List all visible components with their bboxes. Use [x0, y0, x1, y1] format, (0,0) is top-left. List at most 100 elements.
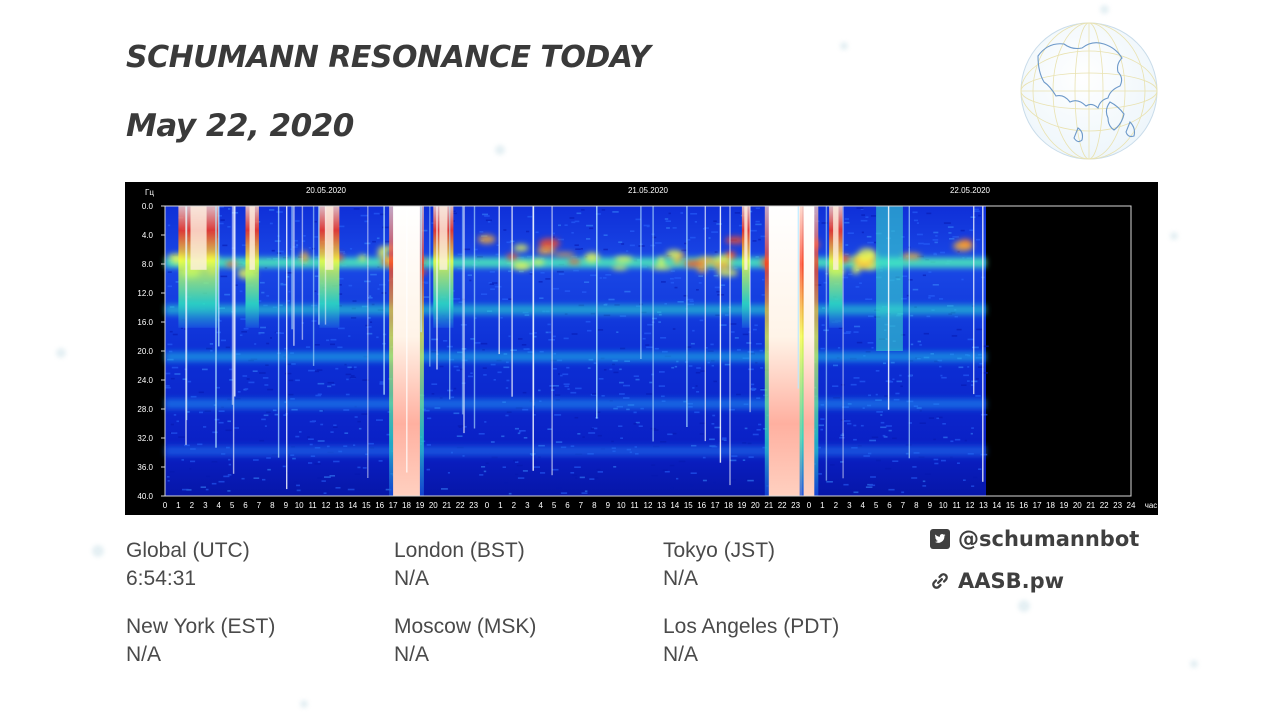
noise-speck [505, 387, 509, 389]
noise-speck [264, 384, 269, 386]
background-dot [1018, 600, 1030, 612]
noise-speck [612, 363, 615, 366]
noise-speck [317, 440, 325, 442]
x-tick-label: 5 [874, 501, 879, 510]
resonance-band [165, 304, 987, 315]
noise-speck [923, 243, 930, 245]
noise-speck [503, 366, 510, 369]
noise-speck [227, 474, 232, 476]
x-tick-label: 19 [1059, 501, 1068, 510]
y-tick-label: 28.0 [137, 405, 153, 414]
noise-speck [314, 256, 320, 258]
noise-speck [638, 425, 643, 427]
noise-speck [747, 442, 752, 445]
twitter-handle[interactable]: @schumannbot [930, 527, 1139, 551]
noise-speck [335, 367, 339, 370]
noise-speck [422, 408, 426, 411]
noise-speck [317, 461, 321, 463]
noise-speck [474, 317, 477, 319]
noise-speck [957, 250, 960, 253]
spectrogram-chart: 0.0 4.0 8.0 12.0 16.0 20.0 24.0 28.0 32.0 36.0 40.… [125, 182, 1158, 515]
noise-speck [729, 408, 735, 411]
noise-speck [954, 438, 961, 441]
noise-speck [210, 349, 213, 352]
noise-speck [751, 387, 755, 390]
noise-speck [172, 333, 178, 336]
noise-speck [866, 235, 872, 238]
website-link[interactable]: AASB.pw [930, 569, 1064, 593]
noise-speck [597, 434, 602, 437]
noise-speck [922, 480, 926, 483]
noise-speck [844, 218, 849, 220]
noise-speck [856, 341, 863, 344]
noise-speck [902, 275, 908, 277]
timezone-block: Global (UTC) 6:54:31 [126, 537, 250, 593]
noise-speck [358, 427, 362, 430]
no-data-region [986, 206, 1131, 496]
streak [291, 206, 293, 330]
noise-speck [487, 221, 491, 223]
noise-speck [564, 385, 569, 388]
noise-speck [529, 272, 533, 275]
noise-speck [823, 281, 827, 284]
noise-speck [910, 314, 914, 317]
x-tick-label: 20 [1073, 501, 1082, 510]
noise-speck [480, 342, 488, 345]
noise-speck [482, 213, 488, 216]
noise-speck [314, 275, 319, 277]
noise-speck [555, 394, 561, 396]
noise-speck [885, 425, 892, 427]
noise-speck [216, 386, 220, 389]
noise-speck [267, 388, 274, 391]
hot-patch [683, 260, 705, 268]
noise-speck [821, 222, 828, 224]
noise-speck [670, 270, 675, 272]
noise-speck [662, 350, 668, 353]
streak [973, 206, 975, 395]
noise-speck [242, 375, 248, 377]
noise-speck [527, 215, 533, 218]
noise-speck [200, 486, 206, 488]
noise-speck [975, 378, 979, 380]
streak [719, 206, 722, 463]
noise-speck [714, 286, 722, 289]
noise-speck [266, 295, 270, 297]
x-tick-label: 15 [362, 501, 371, 510]
noise-speck [262, 478, 266, 481]
noise-speck [263, 414, 269, 417]
x-tick-label: 22 [1100, 501, 1109, 510]
noise-speck [285, 272, 293, 274]
noise-speck [171, 366, 179, 369]
noise-speck [326, 339, 330, 342]
noise-speck [712, 414, 716, 417]
noise-speck [651, 474, 659, 477]
noise-speck [571, 255, 578, 258]
burst-core [768, 206, 803, 496]
noise-speck [952, 236, 959, 238]
streak [420, 206, 422, 333]
noise-speck [755, 220, 760, 223]
y-tick-label: 12.0 [137, 289, 153, 298]
noise-speck [967, 338, 974, 341]
resonance-band [165, 446, 987, 456]
noise-speck [860, 208, 864, 210]
noise-speck [352, 300, 357, 302]
noise-speck [861, 231, 864, 234]
x-tick-label: 10 [617, 501, 626, 510]
noise-speck [284, 347, 288, 350]
noise-speck [225, 429, 232, 432]
noise-speck [539, 350, 544, 353]
noise-speck [459, 368, 464, 371]
noise-speck [282, 465, 286, 468]
noise-speck [453, 298, 461, 300]
x-tick-label: 18 [402, 501, 411, 510]
noise-speck [670, 486, 674, 489]
noise-speck [699, 319, 704, 322]
noise-speck [501, 435, 505, 438]
noise-speck [967, 366, 970, 368]
noise-speck [218, 206, 224, 208]
hot-patch [300, 251, 309, 263]
noise-speck [918, 456, 925, 458]
noise-speck [519, 430, 522, 433]
streak [293, 206, 295, 346]
